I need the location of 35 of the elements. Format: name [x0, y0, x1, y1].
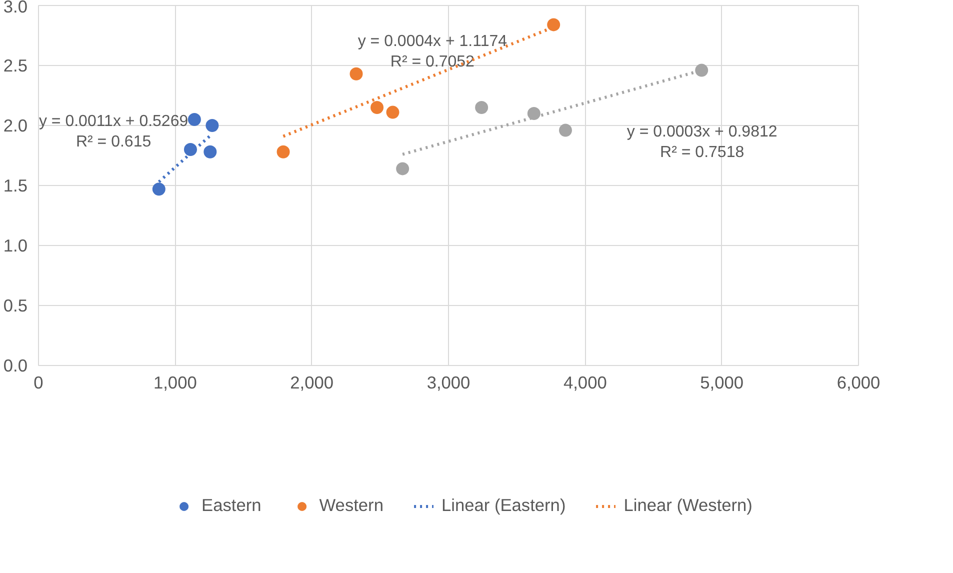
point — [547, 18, 560, 32]
point — [184, 143, 197, 156]
legend-label: Western — [319, 495, 384, 516]
point — [350, 67, 363, 80]
annotation: y = 0.0011x + 0.5269 R² = 0.615 — [38, 113, 188, 151]
point — [188, 113, 201, 126]
x-tick-label: 3,000 — [426, 372, 470, 392]
y-tick-label: 0.5 — [3, 296, 28, 316]
x-tick-label: 5,000 — [700, 372, 744, 392]
y-tick-label: 2.0 — [3, 116, 28, 136]
x-tick-label: 6,000 — [836, 372, 880, 392]
point — [527, 107, 540, 120]
point — [695, 64, 708, 77]
x-tick-label: 2,000 — [290, 372, 334, 392]
y-tick-label: 3.0 — [3, 0, 28, 16]
point — [396, 162, 410, 176]
point — [204, 145, 217, 158]
legend-label: Eastern — [202, 495, 262, 516]
point — [152, 182, 166, 196]
point — [206, 119, 219, 132]
annotation: y = 0.0003x + 0.9812 R² = 0.7518 — [626, 124, 778, 161]
legend-label: Linear (Western) — [624, 495, 752, 516]
point — [386, 106, 400, 119]
y-tick-label: 1.5 — [3, 176, 28, 196]
x-tick-label: 0 — [34, 372, 44, 392]
point — [370, 101, 384, 114]
y-tick-label: 2.5 — [3, 56, 28, 76]
y-tick-label: 0.0 — [3, 356, 28, 376]
point — [558, 124, 572, 137]
x-tick-label: 4,000 — [563, 372, 607, 392]
legend-label: Linear (Eastern) — [441, 495, 566, 516]
x-tick-label: 1,000 — [153, 372, 197, 392]
point — [475, 101, 488, 114]
point — [276, 145, 290, 158]
y-tick-label: 1.0 — [3, 236, 28, 256]
